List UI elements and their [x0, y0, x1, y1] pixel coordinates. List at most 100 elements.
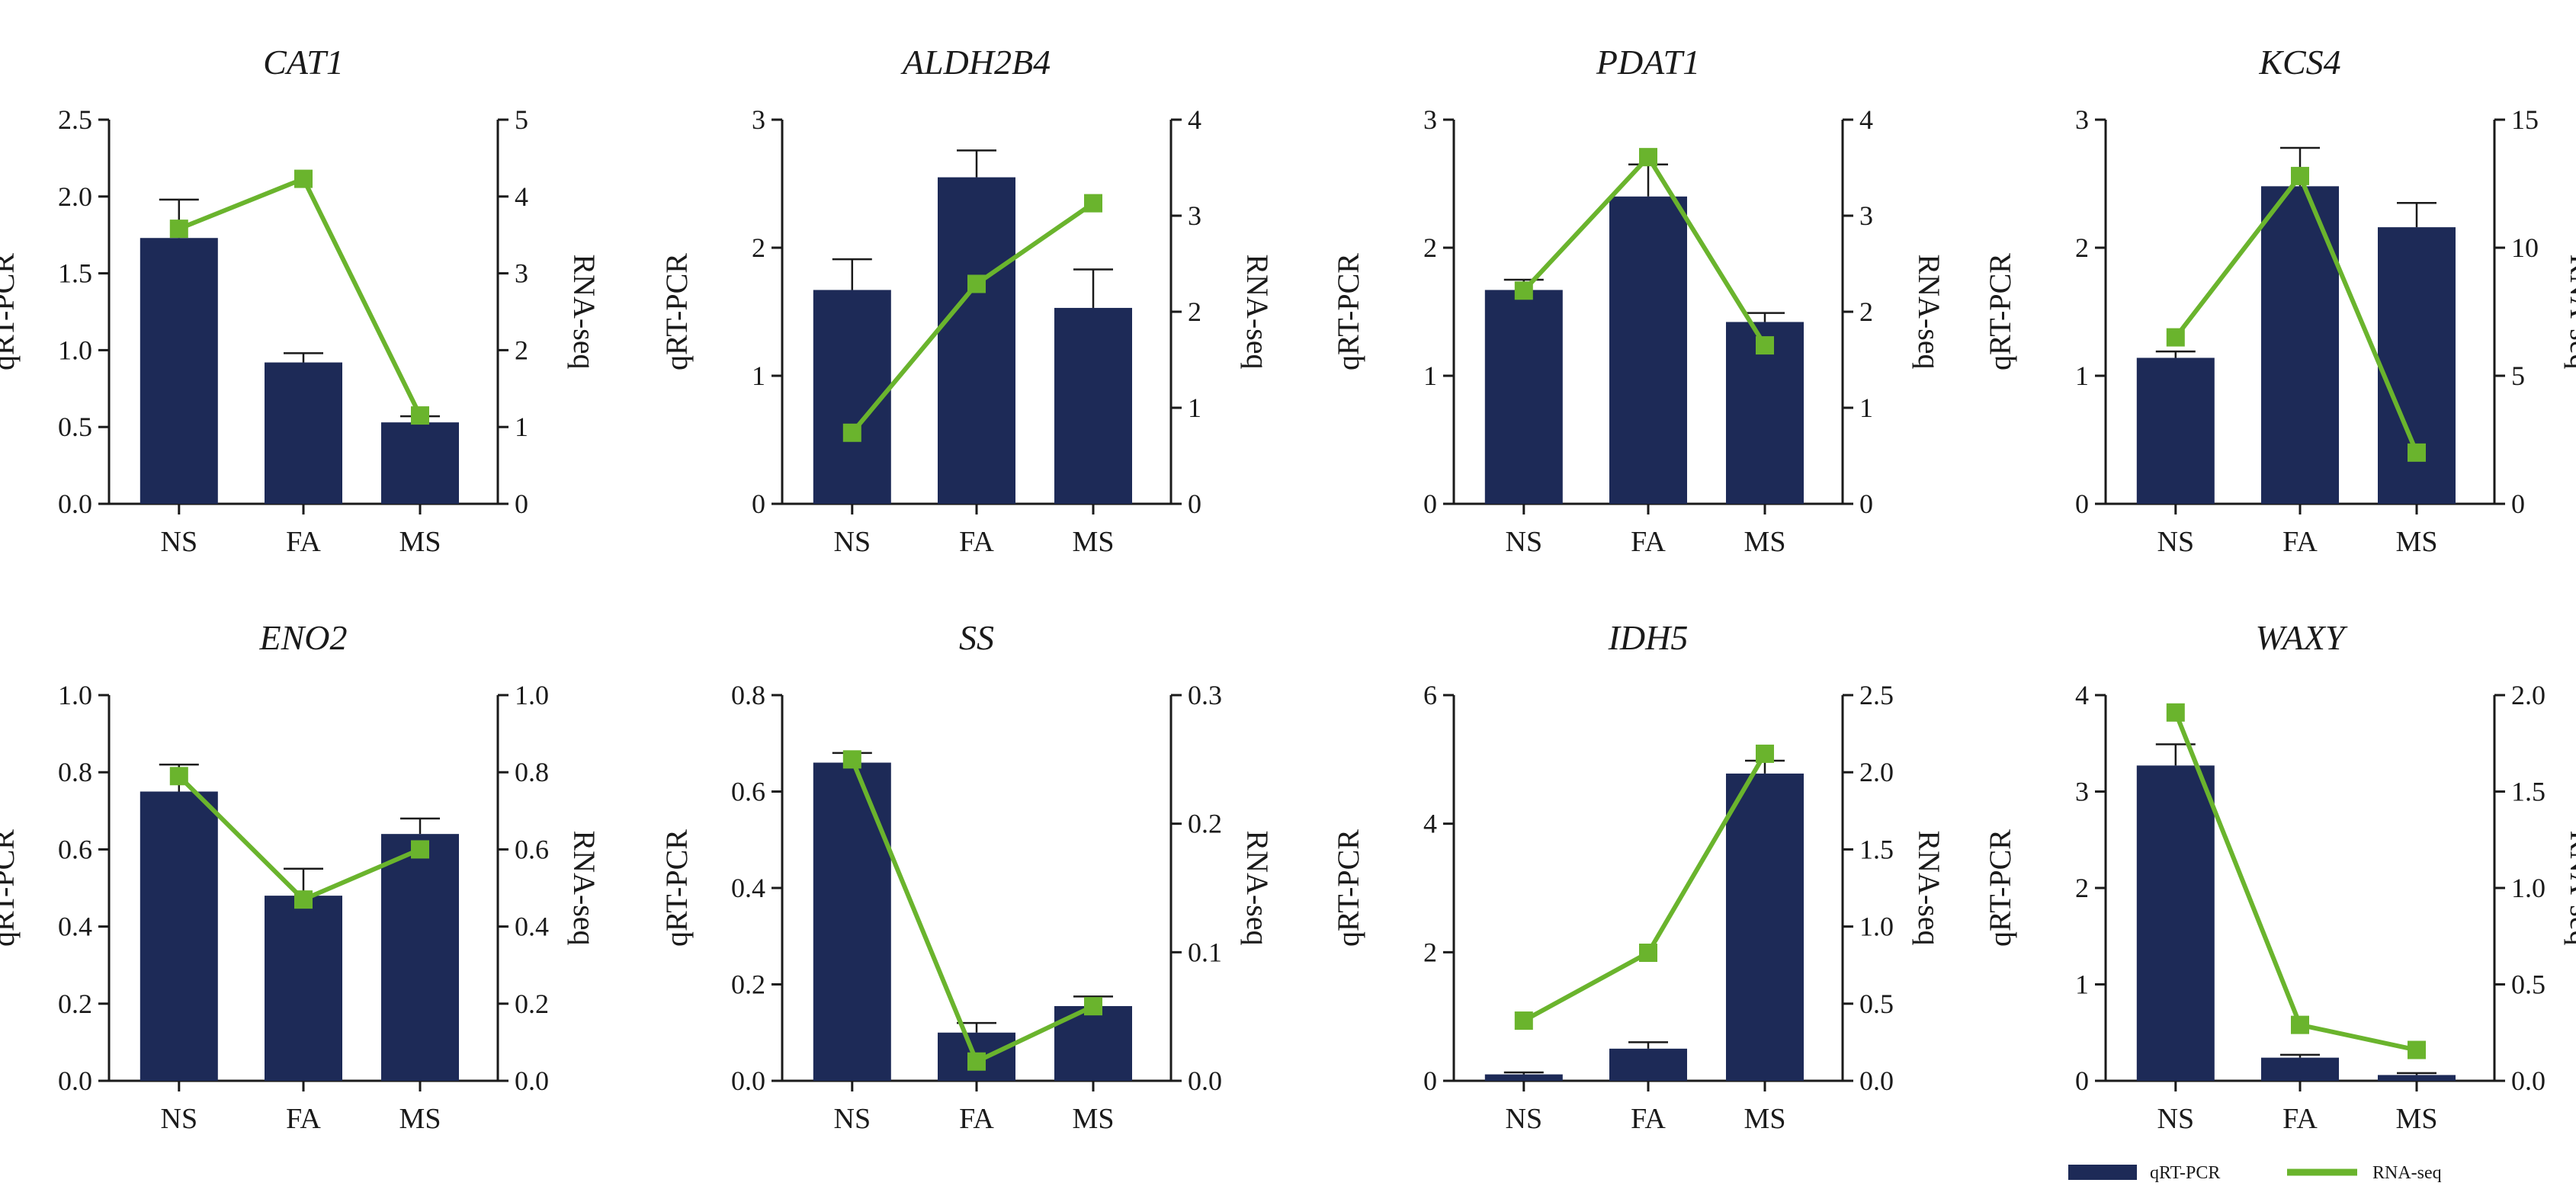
- y2-axis-label: RNA-seq: [567, 830, 601, 945]
- rna-seq-point-ns: [842, 423, 861, 442]
- x-tick-label: NS: [1506, 1103, 1543, 1135]
- rna-seq-point-ms: [411, 406, 429, 425]
- rna-seq-point-ms: [1084, 997, 1102, 1016]
- right-tick-label: 0.2: [515, 989, 549, 1019]
- left-tick-label: 0.6: [731, 777, 765, 807]
- right-tick-label: 0.4: [515, 912, 549, 942]
- right-tick-label: 1: [1859, 393, 1873, 423]
- right-tick-label: 4: [1188, 104, 1201, 135]
- chart-panel-7: IDH5 0 2 4 6 0.0 0.5 1.0 1.5 2.0 2.5 qRT-PCR RNA-seq…: [1331, 618, 1946, 1135]
- bar-ms: [1054, 307, 1132, 504]
- rna-seq-point-ms: [2408, 443, 2426, 462]
- bar-ms: [2378, 227, 2456, 504]
- left-tick-label: 0.2: [731, 970, 765, 1000]
- rna-seq-point-fa: [294, 890, 313, 909]
- left-tick-label: 2: [752, 232, 765, 263]
- left-tick-label: 0: [1423, 1066, 1437, 1096]
- chart-panel-2: ALDH2B4 0 1 2 3 0 1 2 3 4 qRT-PCR RNA-seq NS FA MS: [659, 43, 1275, 558]
- right-tick-label: 1.5: [2511, 777, 2546, 807]
- right-tick-label: 2.0: [1859, 757, 1894, 787]
- bar-ms: [381, 834, 459, 1081]
- bar-fa: [1609, 196, 1687, 504]
- left-tick-label: 1: [2075, 361, 2089, 391]
- right-tick-label: 0.5: [1859, 989, 1894, 1019]
- right-tick-label: 4: [1859, 104, 1873, 135]
- rna-seq-point-ns: [1514, 1011, 1533, 1031]
- y2-axis-label: RNA-seq: [1240, 830, 1275, 945]
- bar-fa: [265, 896, 342, 1081]
- chart-panel-5: ENO2 0.0 0.2 0.4 0.6 0.8 1.0 0.0 0.2 0.4 0.6 0.8 1.0…: [0, 618, 601, 1135]
- right-tick-label: 2: [515, 335, 528, 365]
- left-tick-label: 2.0: [58, 181, 92, 212]
- y-axis-label: qRT-PCR: [0, 253, 21, 370]
- left-tick-label: 2: [1423, 232, 1437, 263]
- y-axis-label: qRT-PCR: [1331, 253, 1365, 370]
- rna-seq-point-ns: [169, 220, 188, 239]
- x-tick-label: FA: [959, 526, 994, 558]
- bar-ns: [2136, 357, 2215, 504]
- y-axis-label: qRT-PCR: [1983, 829, 2017, 947]
- rna-seq-point-ms: [1756, 744, 1774, 763]
- y-axis-label: qRT-PCR: [659, 253, 694, 370]
- left-tick-label: 0.0: [58, 1066, 92, 1096]
- rna-seq-point-fa: [1639, 944, 1657, 963]
- chart-panel-4: KCS4 0 1 2 3 0 5 10 15 qRT-PCR RNA-seq NS FA MS: [1983, 43, 2576, 558]
- left-tick-label: 0.2: [58, 989, 92, 1019]
- bar-fa: [2261, 186, 2339, 505]
- left-tick-label: 0.5: [58, 412, 92, 442]
- x-tick-label: FA: [286, 526, 321, 558]
- right-tick-label: 0.2: [1188, 809, 1222, 839]
- chart-panel-8: WAXY 0 1 2 3 4 0.0 0.5 1.0 1.5 2.0 qRT-PCR RNA-seq NS…: [1983, 618, 2576, 1135]
- right-tick-label: 0.1: [1188, 937, 1222, 967]
- x-tick-label: MS: [1073, 526, 1115, 558]
- left-tick-label: 3: [2075, 777, 2089, 807]
- left-tick-label: 0.8: [731, 680, 765, 710]
- x-tick-label: NS: [161, 1103, 198, 1135]
- rna-seq-point-ns: [1514, 281, 1533, 300]
- x-tick-label: FA: [286, 1103, 321, 1135]
- x-tick-label: MS: [1073, 1103, 1115, 1135]
- left-tick-label: 0: [2075, 489, 2089, 519]
- bar-ns: [140, 791, 218, 1081]
- bar-fa: [1609, 1048, 1687, 1081]
- left-tick-label: 4: [2075, 680, 2089, 710]
- x-tick-label: NS: [2157, 526, 2195, 558]
- bar-ns: [813, 762, 891, 1081]
- x-tick-label: FA: [959, 1103, 994, 1135]
- left-tick-label: 0.0: [58, 489, 92, 519]
- left-tick-label: 0.8: [58, 757, 92, 787]
- left-tick-label: 0: [1423, 489, 1437, 519]
- chart-title: KCS4: [2258, 43, 2340, 82]
- right-tick-label: 2: [1859, 296, 1873, 327]
- rna-seq-point-fa: [294, 169, 313, 188]
- y-axis-label: qRT-PCR: [1983, 253, 2017, 370]
- x-tick-label: NS: [1506, 526, 1543, 558]
- left-tick-label: 2: [2075, 873, 2089, 903]
- right-tick-label: 5: [2511, 361, 2525, 391]
- right-tick-label: 0.0: [515, 1066, 549, 1096]
- rna-seq-point-ns: [842, 750, 861, 769]
- x-tick-label: NS: [161, 526, 198, 558]
- x-tick-label: FA: [1631, 1103, 1666, 1135]
- right-tick-label: 3: [515, 258, 528, 289]
- bar-ns: [1484, 1074, 1563, 1081]
- x-tick-label: MS: [2396, 526, 2438, 558]
- left-tick-label: 2: [2075, 232, 2089, 263]
- left-tick-label: 1: [1423, 361, 1437, 391]
- y-axis-label: qRT-PCR: [0, 829, 21, 947]
- right-tick-label: 4: [515, 181, 528, 212]
- x-tick-label: FA: [2282, 526, 2318, 558]
- bar-fa: [938, 177, 1015, 504]
- x-tick-label: MS: [1744, 526, 1786, 558]
- right-tick-label: 3: [1859, 200, 1873, 231]
- x-tick-label: MS: [399, 526, 441, 558]
- left-tick-label: 0.4: [58, 912, 92, 942]
- rna-seq-point-fa: [967, 1052, 986, 1071]
- right-tick-label: 1: [1188, 393, 1201, 423]
- y-axis-label: qRT-PCR: [659, 829, 694, 947]
- right-tick-label: 0.0: [1859, 1066, 1894, 1096]
- left-tick-label: 1.0: [58, 680, 92, 710]
- right-tick-label: 0.6: [515, 834, 549, 864]
- rna-seq-point-fa: [967, 274, 986, 293]
